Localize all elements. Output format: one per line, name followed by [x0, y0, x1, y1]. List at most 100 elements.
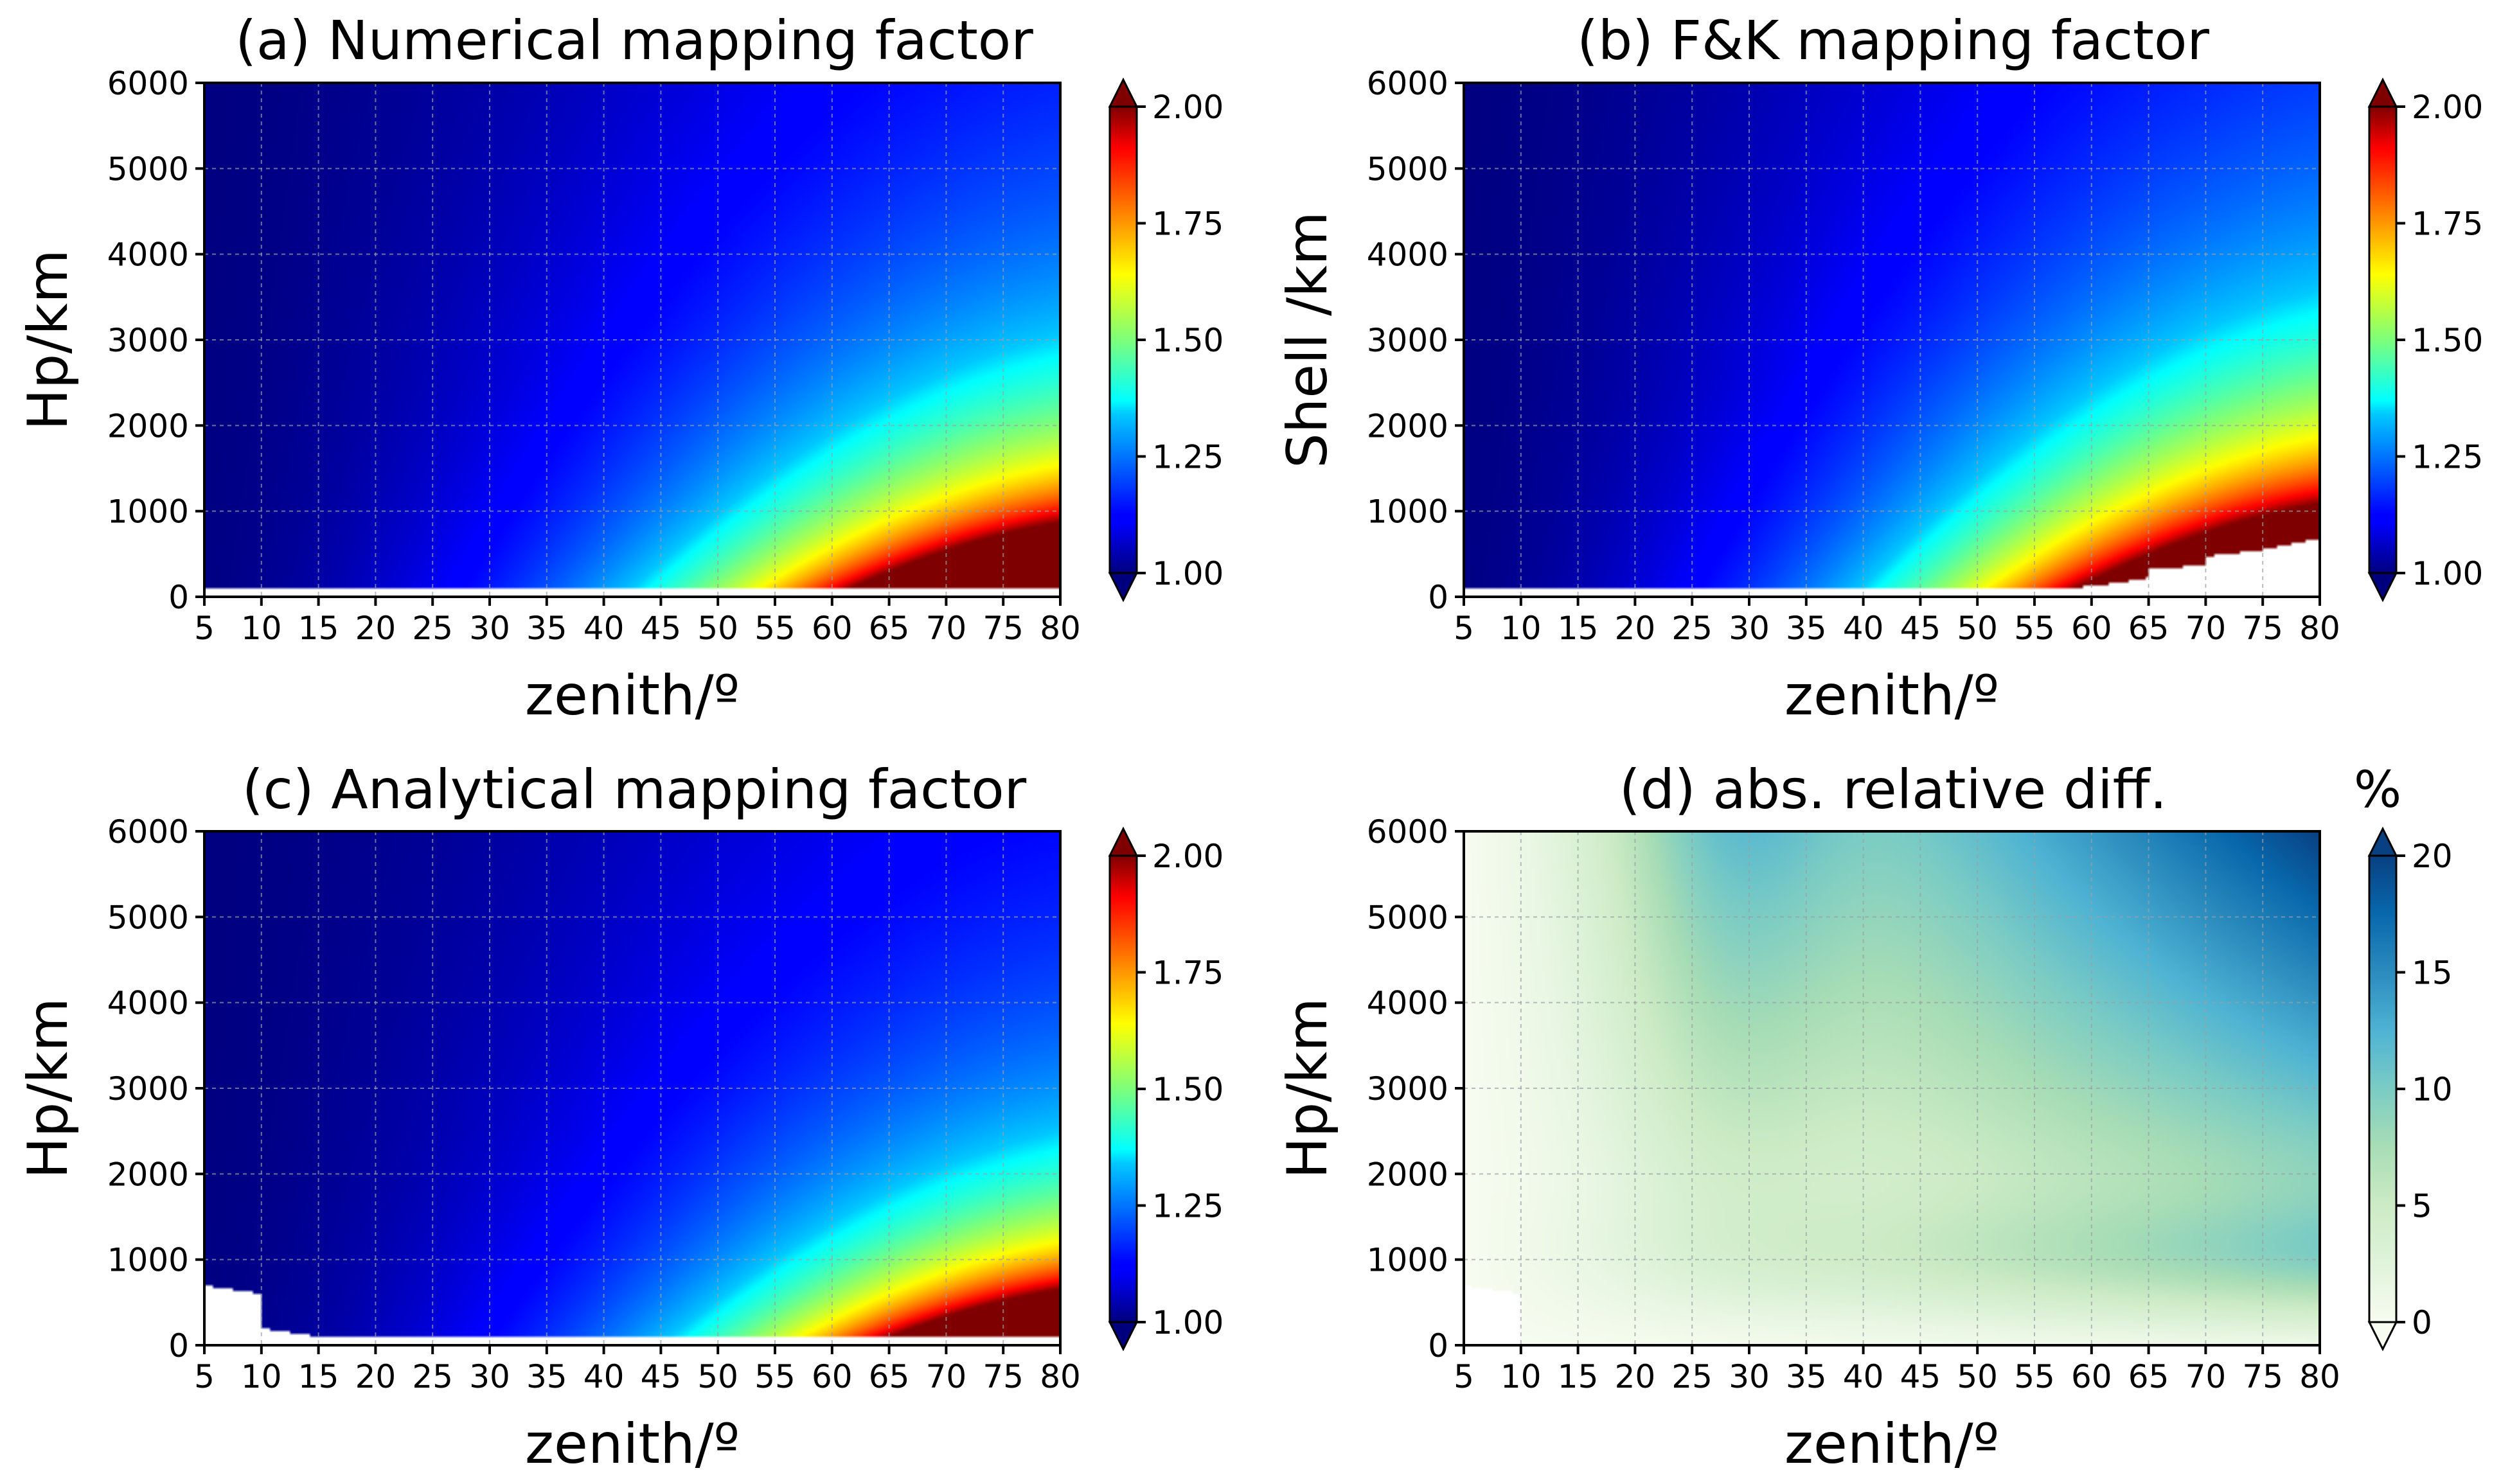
panel-c-colorbar-extend-max	[1108, 826, 1139, 857]
panel-a-title: (a) Numerical mapping factor	[235, 9, 1033, 72]
panel-a-cbtick-label: 1.25	[1152, 439, 1224, 476]
panel-b-xtick-label: 20	[1615, 610, 1656, 647]
panel-c-cbtick-label: 2.00	[1152, 838, 1224, 875]
panel-d-xlabel: zenith/º	[1785, 1412, 1999, 1476]
panel-a-colorbar-bar	[1108, 105, 1138, 574]
panel-c-cbtick-label: 1.50	[1152, 1071, 1224, 1108]
panel-d-colorbar-unit: %	[2354, 761, 2401, 819]
panel-c-title: (c) Analytical mapping factor	[242, 758, 1027, 821]
panel-d-xtick-label: 75	[2242, 1358, 2283, 1395]
panel-b-xtick-label: 50	[1957, 610, 1998, 647]
panel-a-xticks: 5 10 15 20 25 30 35 40 45 50 55 60 65 70 75 80	[194, 597, 1081, 647]
panel-a-colorbar: 1.00 1.25 1.50 1.75 2.00	[1108, 77, 1224, 603]
panel-b-colorbar-extend-min	[2367, 572, 2398, 603]
panel-c-cbtick-label: 1.25	[1152, 1188, 1224, 1225]
panel-d-cbtick-label: 15	[2412, 955, 2453, 992]
panel-b-ytick-label: 2000	[1367, 407, 1448, 445]
panel-c-xtick-label: 20	[355, 1358, 396, 1395]
panel-d-xtick-label: 15	[1558, 1358, 1599, 1395]
panel-d-colorbar-extend-min	[2367, 1321, 2398, 1352]
panel-b-cbtick-label: 1.75	[2412, 206, 2483, 243]
panel-c-xtick-label: 50	[697, 1358, 738, 1395]
panel-b-xlabel: zenith/º	[1785, 664, 1999, 728]
panel-a-cbtick-label: 2.00	[1152, 89, 1224, 126]
panel-a-xtick-label: 75	[983, 610, 1024, 647]
panel-b-xtick-label: 55	[2014, 610, 2055, 647]
panel-c-xtick-label: 30	[469, 1358, 510, 1395]
panel-a-cbtick-label: 1.00	[1152, 555, 1224, 592]
panel-c-ylabel: Hp/km	[16, 998, 80, 1179]
panel-d-yticks: 0 1000 2000 3000 4000 5000 6000	[1367, 813, 1464, 1365]
panel-a-xtick-label: 15	[298, 610, 339, 647]
panel-b-ytick-label: 5000	[1367, 150, 1448, 188]
panel-d-xtick-label: 30	[1729, 1358, 1770, 1395]
panel-d-colorbar-extend-max	[2367, 826, 2398, 857]
panel-c-colorbar: 1.00 1.25 1.50 1.75 2.00	[1108, 826, 1224, 1352]
panel-b-xtick-label: 80	[2299, 610, 2340, 647]
panel-c-xtick-label: 80	[1040, 1358, 1081, 1395]
panel-d-xtick-label: 45	[1900, 1358, 1941, 1395]
panel-d-ytick-label: 1000	[1367, 1242, 1448, 1279]
panel-d-colorbar: % 0 5 10 15 20	[2354, 761, 2453, 1352]
panel-c-xtick-label: 15	[298, 1358, 339, 1395]
panel-b-xtick-label: 60	[2071, 610, 2112, 647]
panel-d-xtick-label: 70	[2185, 1358, 2227, 1395]
panel-c-xtick-label: 45	[641, 1358, 682, 1395]
panel-a-xtick-label: 10	[241, 610, 282, 647]
panel-b-xtick-label: 75	[2242, 610, 2283, 647]
panel-c-cbtick-label: 1.75	[1152, 955, 1224, 992]
panel-d-xticks: 5 10 15 20 25 30 35 40 45 50 55 60 65 70 75 80	[1454, 1345, 2340, 1395]
panel-a-xtick-label: 5	[194, 610, 215, 647]
panel-b-cbtick-label: 1.25	[2412, 439, 2483, 476]
panel-b-xtick-label: 45	[1900, 610, 1941, 647]
panel-a-xtick-label: 30	[469, 610, 510, 647]
panel-c-colorbar-extend-min	[1108, 1321, 1139, 1352]
panel-d-ytick-label: 2000	[1367, 1156, 1448, 1193]
panel-b-cbtick-label: 1.00	[2412, 555, 2483, 592]
panel-c-xtick-label: 65	[869, 1358, 910, 1395]
panel-d-xtick-label: 65	[2128, 1358, 2169, 1395]
panel-a: (a) Numerical mapping factor 5 10 15 20 25 30…	[16, 9, 1224, 728]
panel-c-ytick-label: 1000	[107, 1242, 189, 1279]
panel-d-xtick-label: 10	[1500, 1358, 1542, 1395]
panel-c-yticks: 0 1000 2000 3000 4000 5000 6000	[107, 813, 204, 1365]
panel-a-xtick-label: 25	[412, 610, 453, 647]
panel-c-xtick-label: 25	[412, 1358, 453, 1395]
panel-c-grid	[204, 831, 1060, 1345]
panel-d-xtick-label: 5	[1454, 1358, 1474, 1395]
panel-d-cbtick-label: 20	[2412, 838, 2453, 875]
panel-a-xtick-label: 45	[641, 610, 682, 647]
panel-b-xtick-label: 5	[1454, 610, 1474, 647]
panel-d-ytick-label: 3000	[1367, 1070, 1448, 1108]
panel-d-ytick-label: 0	[1428, 1327, 1448, 1365]
panel-b-cbtick-label: 2.00	[2412, 89, 2483, 126]
panel-d-cbtick-label: 0	[2412, 1304, 2432, 1341]
panel-d-xtick-label: 55	[2014, 1358, 2055, 1395]
panel-c-cbtick-label: 1.00	[1152, 1304, 1224, 1341]
panel-d-ytick-label: 5000	[1367, 899, 1448, 936]
panel-c-xtick-label: 70	[926, 1358, 967, 1395]
panel-a-xtick-label: 60	[812, 610, 853, 647]
panel-d-xtick-label: 80	[2299, 1358, 2340, 1395]
panel-a-xtick-label: 80	[1040, 610, 1081, 647]
panel-c-xtick-label: 10	[241, 1358, 282, 1395]
panel-a-xtick-label: 35	[526, 610, 567, 647]
panel-c-ytick-label: 0	[168, 1327, 189, 1365]
panel-c-xtick-label: 5	[194, 1358, 215, 1395]
panel-a-ytick-label: 3000	[107, 322, 189, 359]
panel-b-xtick-label: 25	[1671, 610, 1713, 647]
panel-b-xtick-label: 40	[1843, 610, 1884, 647]
panel-a-xtick-label: 20	[355, 610, 396, 647]
panel-d-cbtick-label: 10	[2412, 1071, 2453, 1108]
panel-b: (b) F&K mapping factor 5 10 15 20 25 30 35 40 45…	[1276, 9, 2483, 728]
panel-a-colorbar-ticks: 1.00 1.25 1.50 1.75 2.00	[1137, 89, 1224, 592]
panel-d: (d) abs. relative diff. 5 10 15 20 25 30 35 40 4…	[1276, 758, 2453, 1476]
panel-c-ytick-label: 4000	[107, 985, 189, 1022]
panel-c-ytick-label: 2000	[107, 1156, 189, 1193]
panel-a-colorbar-extend-max	[1108, 77, 1139, 108]
panel-c-ytick-label: 5000	[107, 899, 189, 936]
panel-d-xtick-label: 20	[1615, 1358, 1656, 1395]
panel-a-grid	[204, 83, 1060, 597]
panel-b-xtick-label: 30	[1729, 610, 1770, 647]
